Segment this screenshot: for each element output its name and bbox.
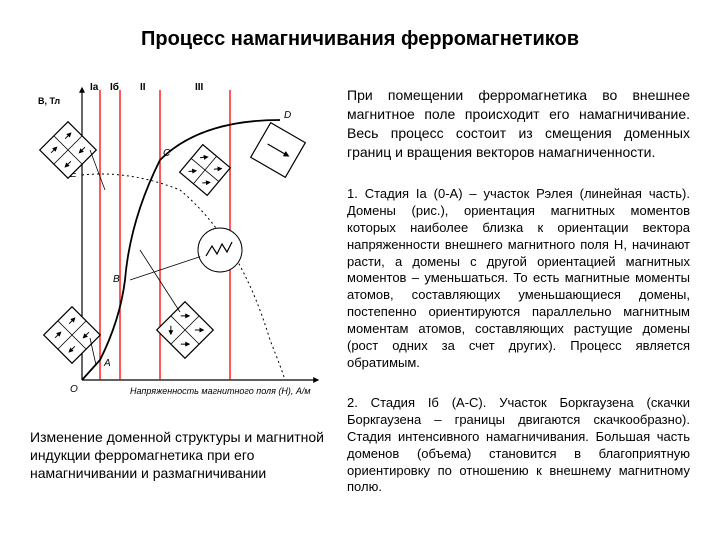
svg-text:Iб: Iб bbox=[110, 81, 119, 93]
svg-text:Напряженность магнитного поля: Напряженность магнитного поля (H), А/м bbox=[130, 386, 311, 396]
svg-text:A: A bbox=[103, 358, 111, 369]
svg-text:O: O bbox=[70, 384, 78, 395]
magnetization-figure: B, Тл Напряженность магнитного поля (H), … bbox=[30, 80, 330, 410]
svg-text:C: C bbox=[163, 148, 171, 159]
page-title: Процесс намагничивания ферромагнетиков bbox=[0, 28, 720, 51]
svg-text:II: II bbox=[140, 82, 146, 93]
svg-text:Iа: Iа bbox=[90, 82, 99, 93]
svg-text:D: D bbox=[284, 110, 291, 121]
intro-paragraph: При помещении ферромагнетика во внешнее … bbox=[347, 86, 690, 162]
svg-text:B, Тл: B, Тл bbox=[38, 96, 60, 106]
svg-text:B: B bbox=[113, 274, 120, 285]
svg-text:III: III bbox=[195, 82, 204, 93]
stage2-paragraph: 2. Стадия Iб (А-С). Участок Боркгаузена … bbox=[347, 395, 690, 496]
figure-caption: Изменение доменной структуры и магнитной… bbox=[30, 428, 330, 483]
stage1-paragraph: 1. Стадия Iа (0-А) – участок Рэлея (лине… bbox=[347, 186, 690, 372]
